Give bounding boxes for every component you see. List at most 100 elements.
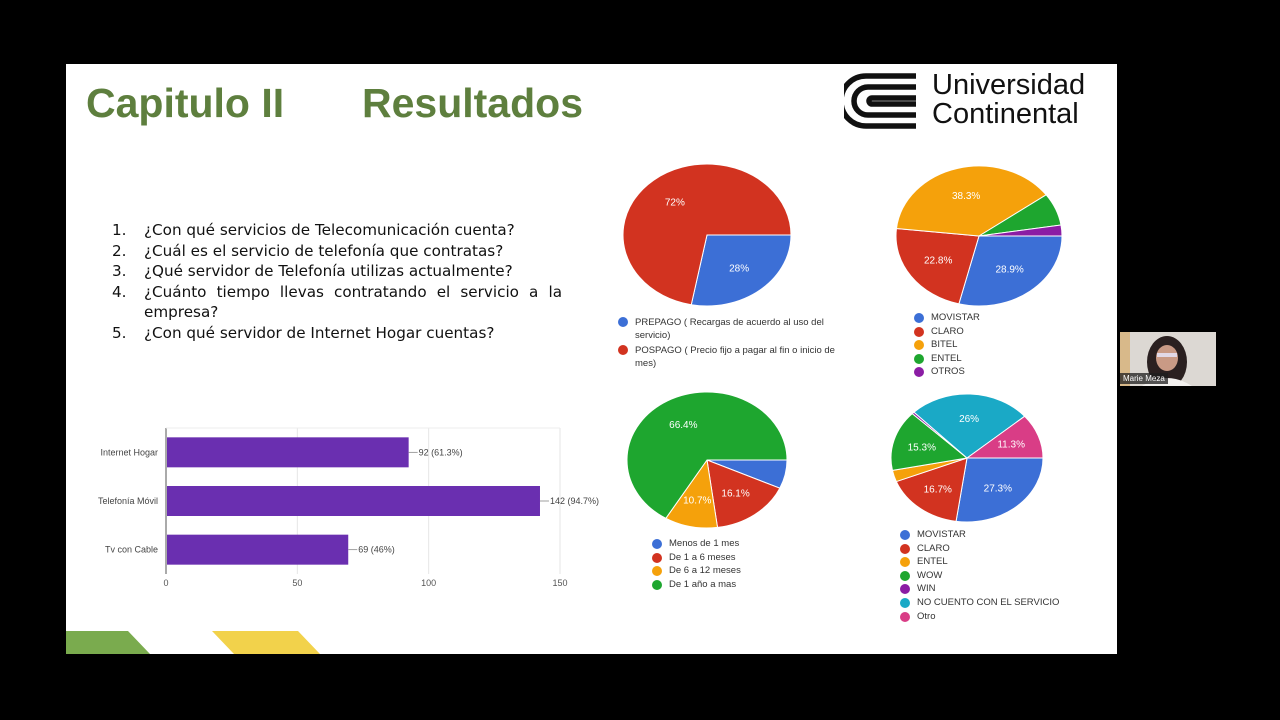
pie-data-label: 15.3%	[908, 442, 936, 453]
universidad-continental-logo-icon	[844, 73, 916, 129]
pie-slice	[706, 459, 781, 528]
legend-item: De 1 a 6 meses	[652, 552, 741, 566]
internet-provider-pie-chart: 27.3% 16.7% 15.3% 26% 11.3%	[890, 393, 1044, 523]
pie-slice	[895, 165, 1047, 237]
data-label: 92 (61.3%)	[419, 447, 463, 457]
category-label: Tv con Cable	[105, 545, 158, 555]
pie-slice	[895, 457, 968, 522]
legend-item: MOVISTAR	[900, 529, 1059, 543]
legend-label: NO CUENTO CON EL SERVICIO	[917, 596, 1060, 608]
legend-label: WIN	[917, 583, 936, 595]
question-number: 5.	[112, 323, 127, 342]
legend-dot-icon	[652, 566, 662, 577]
legend-label: PREPAGO ( Recargas de acuerdo al uso del…	[635, 317, 824, 341]
legend-item: De 1 año a mas	[652, 579, 741, 593]
question-item: 4. ¿Cuánto tiempo llevas contratando el s…	[112, 282, 562, 323]
logo-line-1: Universidad	[932, 69, 1086, 101]
university-logo: Universidad Continental	[844, 70, 1106, 132]
question-text: ¿Con qué servicios de Telecomunicación c…	[144, 221, 515, 239]
pie-slice	[965, 415, 1044, 459]
question-text: ¿Qué servidor de Telefonía utilizas actu…	[144, 262, 513, 280]
pie-data-label: 11.3%	[997, 440, 1025, 451]
x-tick-label: 150	[552, 578, 567, 588]
legend-label: De 1 año a mas	[669, 578, 737, 590]
legend-label: Menos de 1 mes	[669, 538, 740, 549]
green-decor-shape	[66, 631, 150, 654]
legend-label: CLARO	[917, 542, 950, 554]
legend-item: POSPAGO ( Precio fijo a pagar al fin o i…	[618, 344, 838, 370]
pie-data-label: 38.3%	[952, 191, 980, 202]
phone-provider-legend: MOVISTAR CLARO BITEL ENTEL OTROS	[914, 312, 980, 380]
question-text: ¿Cuál es el servicio de telefonía que co…	[144, 241, 504, 260]
pie-slice	[958, 235, 1063, 307]
pie-data-label: 66.4%	[669, 420, 697, 431]
survey-questions-list: 1. ¿Con qué servicios de Telecomunicación…	[112, 220, 562, 343]
legend-label: BITEL	[931, 339, 958, 351]
phone-provider-pie-chart: 28.9% 22.8% 38.3%	[895, 165, 1063, 307]
legend-item: WOW	[900, 570, 1059, 584]
legend-item: OTROS	[914, 366, 980, 380]
legend-label: WOW	[917, 569, 943, 581]
legend-dot-icon	[900, 557, 910, 568]
bar	[167, 437, 409, 468]
phone-plan-type-pie-chart: 28% 72%	[622, 163, 792, 307]
pie-data-label: 28.9%	[995, 265, 1023, 276]
legend-item: CLARO	[914, 326, 980, 340]
question-item: 5. ¿Con qué servidor de Internet Hogar cu…	[112, 323, 562, 344]
data-label: 142 (94.7%)	[550, 496, 599, 506]
legend-dot-icon	[900, 597, 910, 608]
legend-dot-icon	[652, 539, 662, 549]
legend-dot-icon	[914, 353, 924, 364]
pie-data-label: 27.3%	[984, 484, 1012, 495]
legend-label: OTROS	[931, 366, 965, 378]
question-item: 2. ¿Cuál es el servicio de telefonía que …	[112, 241, 562, 262]
legend-dot-icon	[618, 317, 628, 327]
legend-label: POSPAGO ( Precio fijo a pagar al fin o i…	[635, 345, 835, 369]
legend-item: ENTEL	[914, 353, 980, 367]
participant-video-tile[interactable]: Marie Meza	[1120, 332, 1216, 386]
pie-data-label: 16.1%	[721, 488, 749, 499]
question-text: ¿Con qué servidor de Internet Hogar cuen…	[144, 323, 495, 342]
x-tick-label: 50	[292, 578, 302, 588]
legend-dot-icon	[900, 584, 910, 595]
legend-label: MOVISTAR	[931, 312, 980, 323]
legend-dot-icon	[914, 367, 924, 378]
bar	[167, 534, 349, 565]
pie-slice	[890, 412, 969, 471]
legend-item: Menos de 1 mes	[652, 538, 741, 552]
legend-label: Otro	[917, 610, 936, 622]
pie-data-label: 22.8%	[924, 256, 952, 267]
internet-provider-legend: MOVISTAR CLARO ENTEL WOW WIN NO CUENTO CON EL…	[900, 529, 1059, 624]
question-number: 4.	[112, 282, 127, 301]
pie-data-label: 10.7%	[683, 495, 711, 506]
yellow-decor-shape	[212, 631, 320, 654]
logo-line-2: Continental	[932, 98, 1079, 130]
question-text: ¿Cuánto tiempo llevas contratando el ser…	[144, 282, 562, 322]
legend-label: De 1 a 6 meses	[669, 551, 736, 563]
pie-slice	[913, 393, 1026, 459]
legend-label: MOVISTAR	[917, 529, 966, 540]
legend-item: WIN	[900, 583, 1059, 597]
presentation-slide: Capitulo II Resultados Universidad Conti…	[66, 64, 1117, 654]
legend-item: ENTEL	[900, 556, 1059, 570]
pie-data-label: 72%	[665, 198, 685, 209]
telecom-services-bar-chart: 0 50 100 150 Internet Hogar 92 (61.3%) Telefon…	[98, 427, 599, 588]
x-tick-label: 100	[421, 578, 436, 588]
x-tick-label: 0	[163, 578, 168, 588]
question-number: 2.	[112, 241, 127, 260]
pie-data-label: 16.7%	[924, 485, 952, 496]
legend-item: De 6 a 12 meses	[652, 565, 741, 579]
legend-label: ENTEL	[917, 556, 948, 568]
legend-item: MOVISTAR	[914, 312, 980, 326]
legend-dot-icon	[618, 345, 628, 355]
legend-dot-icon	[900, 570, 910, 581]
pie-data-label: 28%	[729, 263, 749, 274]
legend-item: Otro	[900, 611, 1059, 625]
pie-data-label: 26%	[959, 414, 979, 425]
legend-dot-icon	[914, 313, 924, 323]
bar	[167, 486, 540, 516]
contract-duration-pie-chart: 16.1% 10.7% 66.4%	[626, 391, 788, 529]
data-label: 69 (46%)	[358, 545, 395, 555]
legend-dot-icon	[914, 340, 924, 351]
legend-label: De 6 a 12 meses	[669, 565, 741, 577]
